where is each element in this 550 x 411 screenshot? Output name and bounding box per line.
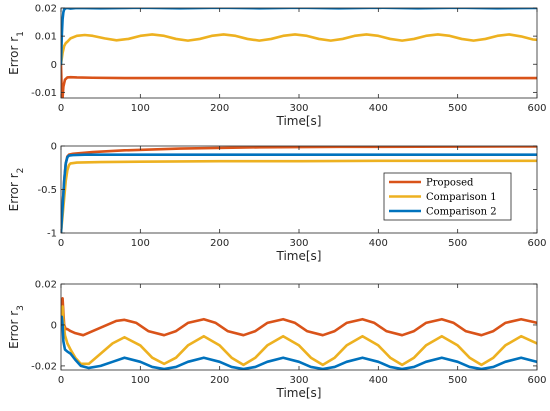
x-tick-label: 100 — [131, 103, 150, 114]
x-tick-label: 600 — [527, 238, 546, 249]
y-axis-label: Error r3 — [7, 305, 26, 349]
y-tick-label: -1 — [47, 229, 57, 240]
y-axis-label: Error r1 — [7, 31, 26, 75]
axes-box — [60, 7, 538, 99]
x-tick-label: 300 — [289, 238, 308, 249]
x-tick-label: 200 — [210, 375, 229, 386]
x-tick-label: 300 — [289, 103, 308, 114]
x-tick-label: 600 — [527, 375, 546, 386]
y-tick-label: 0.02 — [35, 4, 57, 15]
x-axis-label: Time[s] — [276, 386, 322, 400]
series-group — [61, 146, 537, 233]
x-tick-label: 500 — [448, 375, 467, 386]
x-tick-label: 300 — [289, 375, 308, 386]
series-line-proposed — [61, 62, 537, 98]
x-tick-label: 200 — [210, 238, 229, 249]
panel-error-r3: 0 100 200 300 400 500 600-0.0200.02Time[s]Erro… — [7, 280, 547, 401]
series-line-proposed — [61, 297, 537, 337]
y-tick-label: 0 — [51, 320, 57, 331]
x-axis-label: Time[s] — [276, 249, 322, 263]
legend-entry: Comparison 2 — [426, 207, 497, 218]
series-line-comparison-2 — [61, 153, 537, 233]
y-tick-label: 0.02 — [35, 280, 57, 291]
legend-entry: Proposed — [426, 178, 474, 189]
x-tick-label: 0 — [58, 375, 64, 386]
x-tick-label: 500 — [448, 103, 467, 114]
x-tick-label: 400 — [369, 103, 388, 114]
series-line-comparison-2 — [61, 315, 537, 370]
legend: Proposed Comparison 1 Comparison 2 — [383, 172, 512, 221]
panel-error-r1: 0 100 200 300 400 500 600-0.0100.010.02Time[s]… — [7, 4, 547, 129]
panel-error-r2: 0 100 200 300 400 500 600 -1 -0.5 0 Time[s] Error r… — [7, 142, 547, 264]
x-tick-label: 0 — [58, 238, 64, 249]
series-group — [61, 8, 537, 98]
x-tick-label: 400 — [369, 375, 388, 386]
x-tick-label: 200 — [210, 103, 229, 114]
x-tick-label: 100 — [131, 375, 150, 386]
y-tick-label: 0.01 — [35, 32, 57, 43]
series-group — [61, 297, 537, 370]
y-tick-label: 0 — [51, 60, 57, 71]
series-line-comparison-1 — [61, 305, 537, 367]
y-tick-label: -0.01 — [31, 88, 57, 99]
x-tick-label: 500 — [448, 238, 467, 249]
y-tick-label: 0 — [51, 142, 57, 153]
x-tick-label: 600 — [527, 103, 546, 114]
legend-entry: Comparison 1 — [426, 192, 497, 203]
x-tick-label: 400 — [369, 238, 388, 249]
series-line-comparison-1 — [61, 33, 537, 66]
x-axis-label: Time[s] — [276, 114, 322, 128]
x-tick-label: 100 — [131, 238, 150, 249]
y-tick-label: -0.02 — [31, 361, 57, 372]
x-tick-label: 0 — [58, 103, 64, 114]
y-axis-label: Error r2 — [7, 168, 26, 212]
y-tick-label: -0.5 — [37, 185, 57, 196]
